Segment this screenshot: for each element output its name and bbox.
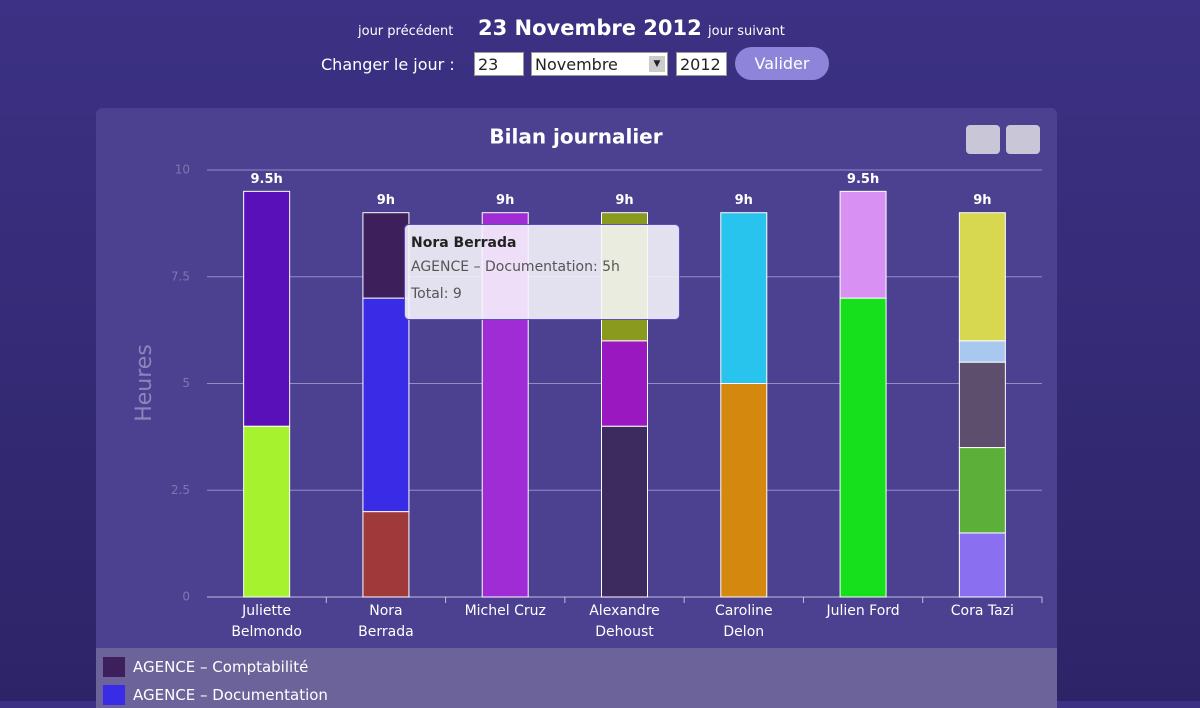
legend-label: AGENCE – Documentation — [133, 686, 328, 704]
total-label: 9h — [973, 193, 991, 208]
month-select[interactable]: Novembre ▼ — [531, 52, 668, 76]
x-tick-label: Nora Berrada — [358, 603, 414, 640]
y-tick-label: 0 — [182, 590, 190, 604]
day-input[interactable]: 23 — [474, 52, 524, 76]
total-label: 9h — [615, 193, 633, 208]
bar-segment — [601, 425, 648, 598]
x-tick-label: Michel Cruz — [464, 603, 546, 619]
next-day[interactable]: jour suivant — [708, 24, 785, 39]
total-label: 9h — [377, 193, 395, 208]
prev-day[interactable]: jour précédent — [358, 24, 454, 39]
print-button[interactable] — [966, 125, 1000, 154]
current-date: 23 Novembre 2012 — [478, 16, 702, 40]
bar-segment — [243, 425, 291, 598]
bar-segment — [362, 511, 410, 598]
change-label: Changer le jour : — [321, 55, 455, 74]
bar-segment — [362, 212, 410, 299]
legend-label: AGENCE – Comptabilité — [133, 658, 309, 676]
bar-segment — [958, 212, 1006, 342]
total-label: 9h — [735, 193, 753, 208]
export-button[interactable] — [1006, 125, 1040, 154]
bar-segment — [958, 361, 1006, 449]
bar-segment — [958, 447, 1006, 534]
y-tick-label: 2.5 — [171, 483, 190, 497]
legend-swatch — [103, 657, 125, 677]
bar-segment — [839, 190, 887, 299]
total-label: 9h — [496, 193, 514, 208]
bar-segment — [958, 340, 1006, 363]
y-axis-title: Heures — [132, 344, 157, 422]
total-label: 9.5h — [250, 172, 282, 187]
year-input[interactable]: 2012 — [676, 52, 727, 76]
submit-button[interactable]: Valider — [735, 47, 829, 80]
tooltip: Nora Berrada AGENCE – Documentation: 5h To… — [404, 224, 680, 320]
x-tick-label: Alexandre Dehoust — [589, 603, 660, 640]
y-tick-label: 10 — [175, 163, 190, 177]
x-tick-label: Caroline Delon — [714, 603, 773, 640]
bar-segment — [720, 212, 768, 384]
bar-segment — [839, 297, 887, 598]
x-tick-label: Julien Ford — [826, 603, 900, 619]
bar-segment — [362, 297, 410, 513]
y-tick-label: 5 — [182, 376, 190, 390]
select-arrow: ▼ — [649, 56, 665, 72]
x-tick-label: Cora Tazi — [950, 603, 1014, 619]
month-value: Novembre — [535, 55, 618, 74]
bar-segment — [958, 532, 1006, 598]
y-tick-label: 7.5 — [171, 269, 190, 283]
legend-area — [96, 648, 1057, 708]
x-tick-label: Juliette Belmondo — [231, 603, 302, 640]
bar-segment — [720, 383, 768, 598]
tooltip-line: AGENCE – Documentation: 5h — [411, 259, 620, 275]
legend-swatch — [103, 685, 125, 705]
bar-segment — [601, 340, 648, 427]
total-label: 9.5h — [847, 172, 879, 187]
tooltip-line: Total: 9 — [411, 286, 462, 302]
bar-segment — [243, 190, 291, 427]
chart-title: Bilan journalier — [489, 125, 662, 149]
tooltip-title: Nora Berrada — [411, 235, 517, 251]
